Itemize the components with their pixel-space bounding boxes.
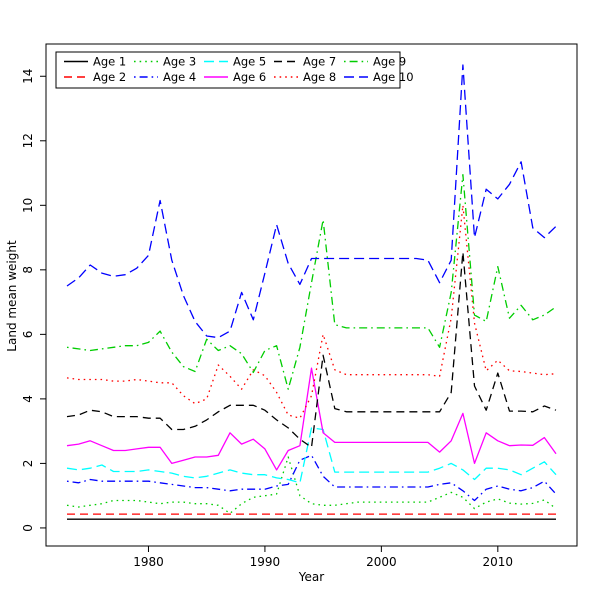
legend-label-age-10: Age 10 xyxy=(373,70,414,84)
y-tick-label: 6 xyxy=(21,331,35,339)
series-line-age-5 xyxy=(66,427,557,484)
y-tick-label: 8 xyxy=(21,266,35,274)
plot-frame xyxy=(45,43,578,547)
series-line-age-9 xyxy=(66,174,557,390)
y-tick-label: 0 xyxy=(21,524,35,532)
y-axis-title: Land mean weight xyxy=(5,240,19,352)
legend-label-age-5: Age 5 xyxy=(233,55,266,69)
y-tick-label: 14 xyxy=(21,69,35,84)
x-tick-label: 1980 xyxy=(133,555,164,569)
legend-label-age-6: Age 6 xyxy=(233,70,266,84)
legend-label-age-7: Age 7 xyxy=(303,55,336,69)
legend-label-age-4: Age 4 xyxy=(163,70,196,84)
legend-label-age-1: Age 1 xyxy=(93,55,126,69)
series-line-age-6 xyxy=(66,367,557,471)
series-line-age-7 xyxy=(66,251,557,448)
y-tick-label: 4 xyxy=(21,395,35,403)
legend-box xyxy=(55,51,401,89)
x-tick-label: 1990 xyxy=(250,555,281,569)
y-tick-label: 2 xyxy=(21,460,35,468)
series-line-age-10 xyxy=(66,64,557,339)
legend-label-age-9: Age 9 xyxy=(373,55,406,69)
legend-label-age-2: Age 2 xyxy=(93,70,126,84)
series-line-age-8 xyxy=(66,204,557,419)
series-line-age-3 xyxy=(66,456,557,515)
legend-label-age-3: Age 3 xyxy=(163,55,196,69)
x-tick-label: 2010 xyxy=(483,555,514,569)
legend-label-age-8: Age 8 xyxy=(303,70,336,84)
y-tick-label: 10 xyxy=(21,198,35,213)
y-tick-label: 12 xyxy=(21,133,35,148)
x-axis-title: Year xyxy=(298,570,325,584)
x-tick-label: 2000 xyxy=(366,555,397,569)
series-line-age-4 xyxy=(66,454,557,502)
